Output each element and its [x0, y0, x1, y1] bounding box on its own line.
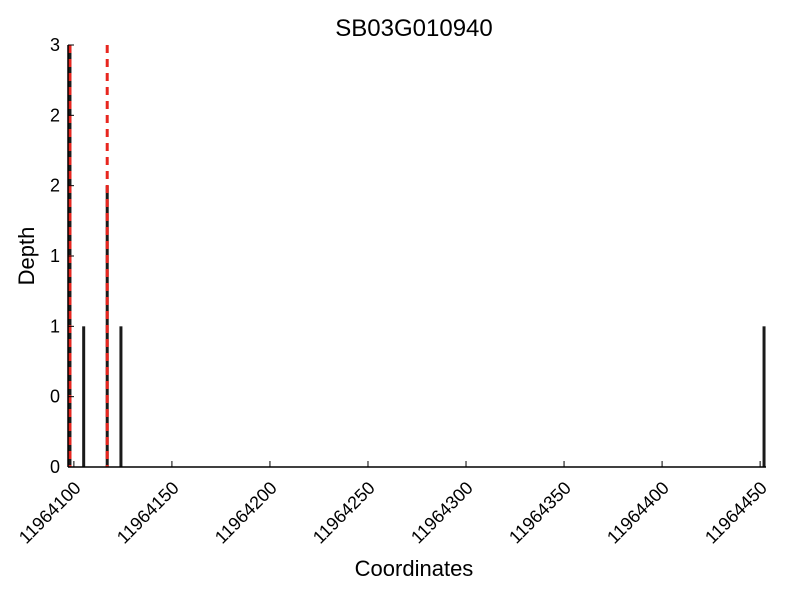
y-tick-label: 1	[50, 246, 60, 266]
y-tick-label: 0	[50, 387, 60, 407]
bar	[82, 326, 86, 467]
x-tick-label: 11964350	[505, 478, 575, 548]
x-ticks-group: 11964100 11964150 11964200 11964250 11964300…	[15, 461, 771, 548]
y-ticks-group: 0 0 1 1 2 2 3	[50, 35, 74, 477]
axes-group	[67, 45, 766, 468]
y-tick-label: 0	[50, 457, 60, 477]
x-axis-label: Coordinates	[355, 556, 474, 581]
x-tick-label: 11964300	[407, 478, 477, 548]
y-axis-label: Depth	[14, 227, 39, 286]
x-tick-label: 11964150	[113, 478, 183, 548]
y-tick-label: 2	[50, 105, 60, 125]
bar	[762, 326, 766, 467]
bars-group	[68, 45, 766, 467]
y-tick-label: 1	[50, 316, 60, 336]
bar	[119, 326, 123, 467]
chart-title: SB03G010940	[335, 15, 492, 42]
x-tick-label: 11964450	[701, 478, 771, 548]
y-tick-label: 3	[50, 35, 60, 55]
x-tick-label: 11964200	[211, 478, 281, 548]
x-tick-label: 11964100	[15, 478, 85, 548]
x-tick-label: 11964250	[309, 478, 379, 548]
y-tick-label: 2	[50, 176, 60, 196]
markers-group	[68, 45, 109, 467]
x-tick-label: 11964400	[603, 478, 673, 548]
